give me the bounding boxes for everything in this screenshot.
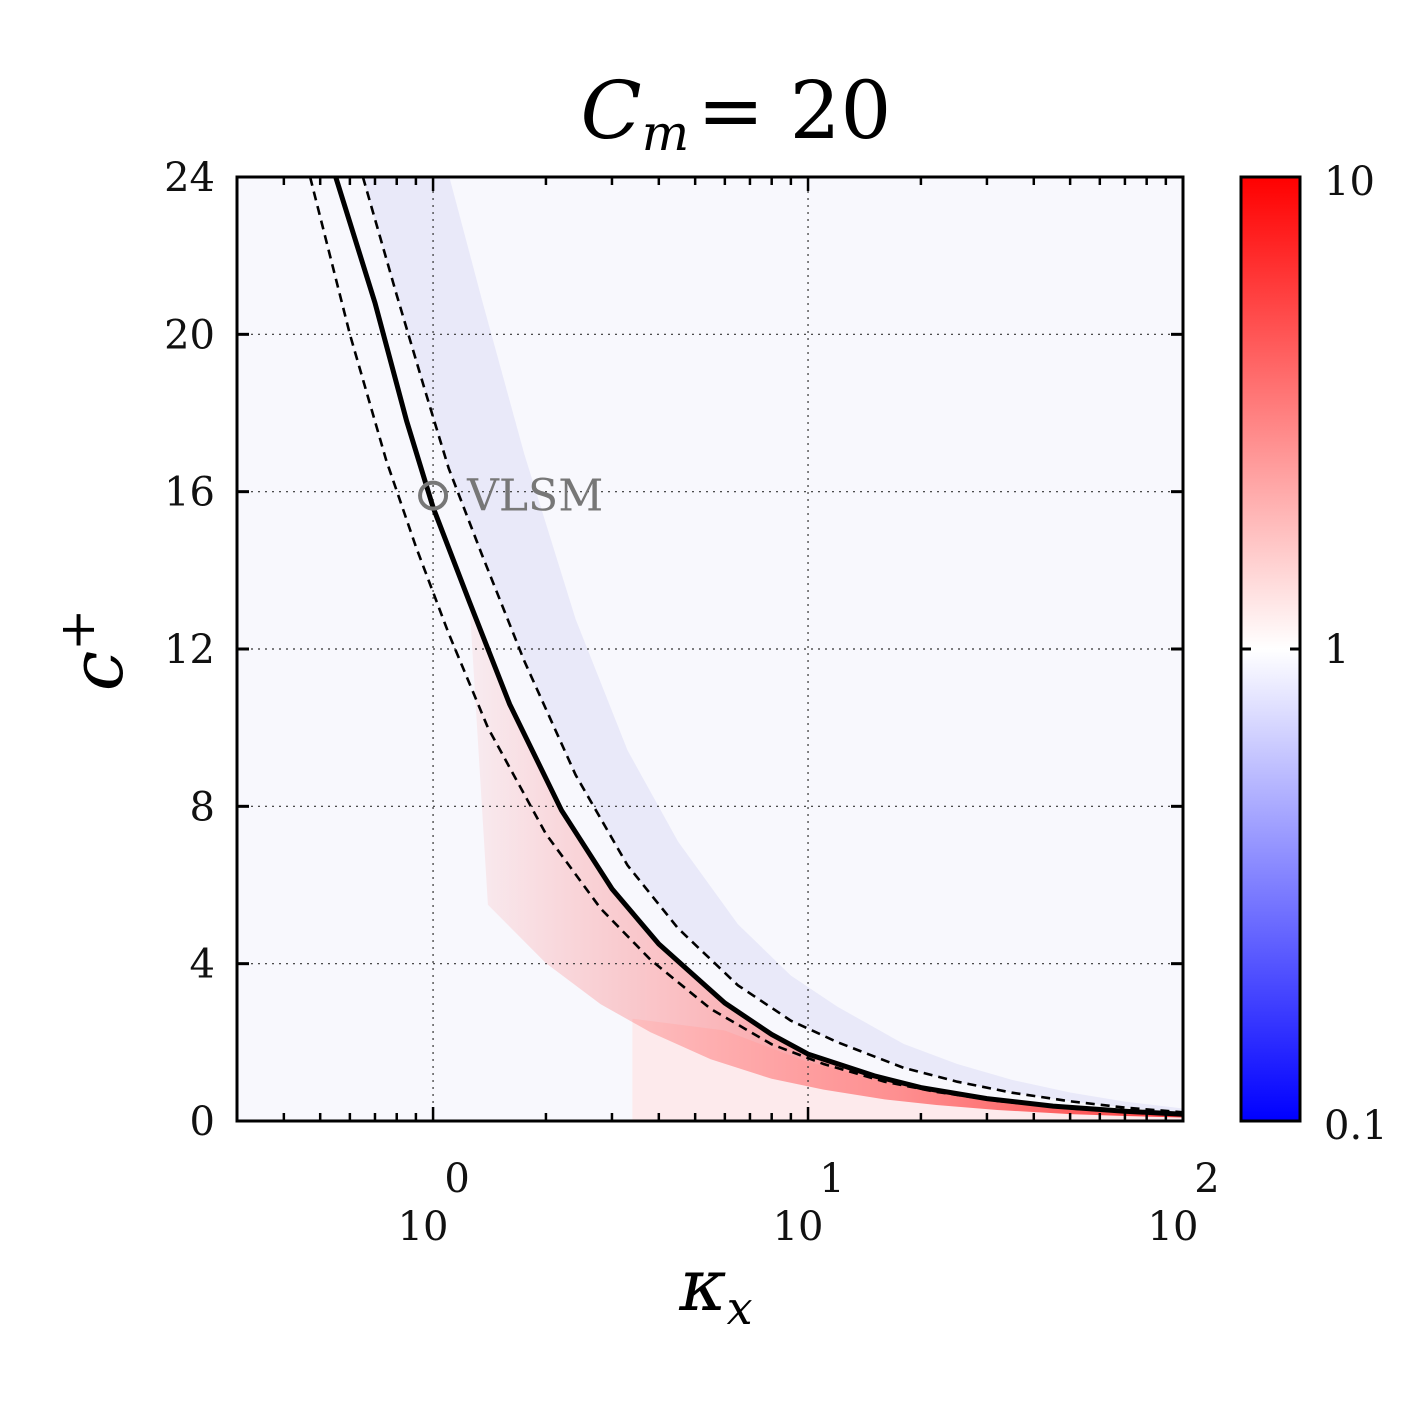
y-tick-labels: 0 4 8 12 16 20 24 bbox=[164, 155, 215, 1145]
x-tick-label-exponent: 1 bbox=[819, 1156, 844, 1202]
chart-title: Cm = 20 bbox=[581, 64, 892, 162]
y-tick-label: 16 bbox=[164, 470, 215, 516]
x-tick-label-base: 10 bbox=[398, 1204, 449, 1250]
y-label-base: c bbox=[55, 651, 139, 691]
annotations: VLSM bbox=[418, 471, 603, 522]
blue-region bbox=[362, 177, 1183, 1113]
colorbar-ticks: 10 1 0.1 bbox=[1241, 159, 1388, 1149]
y-tick-label: 0 bbox=[190, 1099, 215, 1145]
y-tick-label: 24 bbox=[164, 155, 215, 201]
x-axis-label: κx bbox=[678, 1243, 752, 1335]
y-tick-label: 12 bbox=[164, 627, 215, 673]
vlsm-label: VLSM bbox=[466, 471, 603, 522]
title-rest: = 20 bbox=[697, 64, 891, 157]
dashed-curve bbox=[361, 177, 1183, 1114]
colorbar-tick-label: 1 bbox=[1324, 627, 1349, 673]
colorbar-tick-label: 0.1 bbox=[1324, 1103, 1388, 1149]
x-tick-label-exponent: 2 bbox=[1194, 1156, 1219, 1202]
title-sub: m bbox=[642, 104, 689, 162]
x-label-base: κ bbox=[678, 1243, 726, 1327]
y-axis-label: c+ bbox=[48, 609, 139, 691]
red-band bbox=[469, 601, 1183, 1118]
y-tick-label: 4 bbox=[190, 942, 215, 988]
ticks bbox=[235, 175, 1183, 1123]
y-label-sup: + bbox=[48, 609, 106, 651]
colorbar-tick-label: 10 bbox=[1324, 159, 1375, 205]
x-tick-label-base: 10 bbox=[1148, 1204, 1199, 1250]
y-tick-label: 20 bbox=[164, 312, 215, 358]
title-base: C bbox=[581, 64, 642, 157]
pink-region bbox=[632, 1018, 1183, 1121]
x-tick-label-base: 10 bbox=[773, 1204, 824, 1250]
x-tick-label-exponent: 0 bbox=[444, 1156, 469, 1202]
dashed-curve bbox=[308, 177, 1183, 1116]
x-label-sub: x bbox=[727, 1281, 753, 1335]
plot-background bbox=[237, 177, 1183, 1121]
curves bbox=[308, 177, 1183, 1117]
vlsm-marker bbox=[418, 480, 449, 511]
heatmap-field bbox=[362, 177, 1183, 1121]
y-tick-label: 8 bbox=[190, 784, 215, 830]
